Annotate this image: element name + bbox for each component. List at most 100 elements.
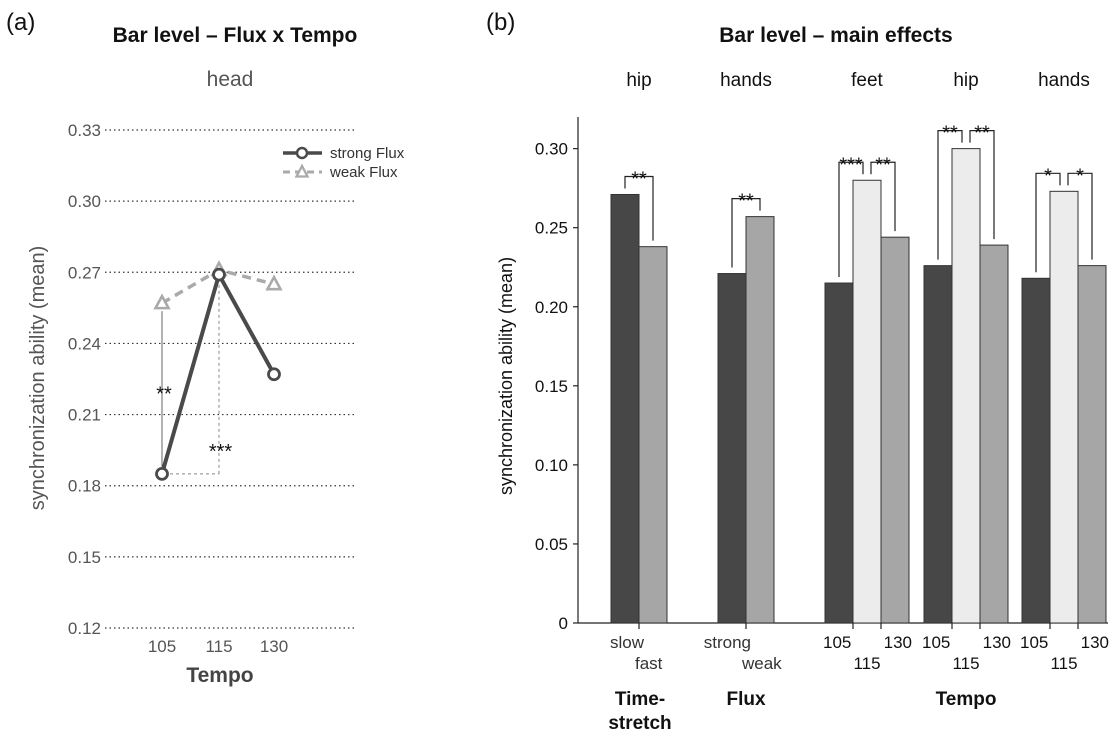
- legend-marker: [295, 146, 309, 160]
- bar: [979, 244, 1009, 624]
- significance-bracket: [870, 161, 896, 232]
- data-point: [153, 293, 171, 310]
- significance-bracket: [731, 198, 761, 268]
- x-tick-label: 115: [1050, 654, 1077, 673]
- x-tick-label: weak: [741, 654, 782, 673]
- bar: [852, 179, 882, 624]
- x-tick-label: 105: [922, 633, 950, 652]
- x-tick-label: fast: [635, 654, 663, 673]
- significance-label: **: [631, 168, 647, 190]
- data-point: [155, 466, 169, 481]
- bar: [951, 148, 981, 624]
- group-label: hip: [626, 70, 651, 91]
- data-point: [212, 267, 226, 282]
- panel-a-series: [153, 260, 283, 481]
- bar: [923, 265, 953, 624]
- bar: [1021, 277, 1051, 624]
- x-tick-label: 130: [983, 633, 1011, 652]
- legend-label: weak Flux: [329, 164, 398, 181]
- group-label: feet: [851, 70, 883, 91]
- significance-label: **: [942, 123, 958, 145]
- significance-label: ***: [839, 154, 863, 176]
- panel-a-y-axis-label: synchronization ability (mean): [27, 246, 49, 511]
- significance-label: **: [738, 191, 754, 213]
- y-tick-label: 0.27: [68, 263, 101, 282]
- bar: [1077, 265, 1107, 624]
- panel-a-x-ticks: 105 115 130: [148, 637, 288, 656]
- significance-bracket: [838, 161, 864, 278]
- factor-label: Tempo: [936, 689, 997, 710]
- panel-b-title: Bar level – main effects: [719, 24, 952, 47]
- panel-a-legend: strong Flux weak Flux: [283, 145, 405, 181]
- y-tick-label: 0.12: [68, 619, 101, 638]
- x-tick-label: 105: [1020, 633, 1048, 652]
- y-tick-label: 0.21: [68, 406, 101, 425]
- significance-label: **: [156, 383, 172, 405]
- panel-a-subtitle: head: [207, 68, 254, 91]
- panel-a-label: (a): [6, 9, 35, 36]
- factor-label: Time-stretch: [608, 689, 671, 734]
- bar: [880, 236, 910, 624]
- panel-b-bar-chart: (b) Bar level – main effects synchroniza…: [486, 9, 1109, 734]
- significance-label: ***: [209, 441, 233, 463]
- group-label: hands: [720, 70, 772, 91]
- x-tick-label: 105: [148, 637, 176, 656]
- data-point: [267, 367, 281, 382]
- x-tick-label: slow: [610, 633, 645, 652]
- panel-a-line-chart: (a) Bar level – Flux x Tempo head synchr…: [6, 9, 405, 687]
- x-tick-label: 115: [205, 637, 232, 656]
- factor-label: Flux: [726, 689, 765, 710]
- y-tick-label: 0.10: [535, 456, 568, 475]
- x-tick-label: 130: [1081, 633, 1109, 652]
- group-label: hands: [1038, 70, 1090, 91]
- data-point: [265, 274, 283, 291]
- significance-bracket: [1067, 172, 1093, 260]
- x-tick-label: strong: [704, 633, 751, 652]
- y-tick-label: 0.20: [535, 298, 568, 317]
- bar: [1049, 190, 1079, 624]
- panel-b-group-labels: hip hands feet hip hands: [626, 70, 1090, 91]
- x-tick-label: 130: [260, 637, 288, 656]
- group-label: hip: [953, 70, 978, 91]
- x-tick-label: 130: [884, 633, 912, 652]
- x-tick-label: 115: [853, 654, 880, 673]
- panel-a-title: Bar level – Flux x Tempo: [113, 24, 358, 47]
- bar: [824, 282, 854, 624]
- y-tick-label: 0.15: [535, 377, 568, 396]
- significance-label: *: [1076, 165, 1084, 187]
- bar: [745, 216, 775, 624]
- y-tick-label: 0.18: [68, 477, 101, 496]
- panel-b-factor-labels: Time-stretch Flux Tempo: [608, 689, 996, 734]
- significance-bracket: [624, 175, 654, 241]
- y-tick-label: 0.24: [68, 334, 101, 353]
- bar: [610, 193, 640, 624]
- significance-label: *: [1044, 165, 1052, 187]
- significance-label: **: [875, 154, 891, 176]
- y-tick-label: 0.30: [535, 140, 568, 159]
- y-tick-label: 0: [559, 614, 568, 633]
- panel-a-significance: *****: [156, 282, 233, 475]
- significance-bracket: [969, 130, 995, 240]
- panel-b-significance: ******* **** *** *: [624, 123, 1093, 278]
- x-tick-label: 115: [952, 654, 979, 673]
- y-tick-label: 0.05: [535, 535, 568, 554]
- bar: [717, 273, 747, 624]
- y-tick-label: 0.25: [535, 219, 568, 238]
- panel-a-y-ticks: 0.12 0.15 0.18 0.21 0.24 0.27 0.30 0.33: [68, 121, 101, 638]
- panel-b-y-ticks: 0 0.05 0.10 0.15 0.20 0.25 0.30: [535, 140, 578, 633]
- x-tick-label: 105: [823, 633, 851, 652]
- legend-label: strong Flux: [330, 145, 405, 162]
- panel-a-x-axis-label: Tempo: [186, 664, 253, 687]
- legend-marker: [294, 163, 310, 178]
- panel-a-gridlines: [105, 129, 355, 629]
- panel-b-label: (b): [486, 9, 515, 36]
- panel-b-bars: [610, 148, 1107, 624]
- panel-b-y-axis-label: synchronization ability (mean): [496, 257, 516, 495]
- y-tick-label: 0.15: [68, 548, 101, 567]
- significance-bracket: [1035, 172, 1061, 273]
- y-tick-label: 0.30: [68, 192, 101, 211]
- bar: [638, 246, 668, 624]
- significance-bracket: [937, 130, 963, 260]
